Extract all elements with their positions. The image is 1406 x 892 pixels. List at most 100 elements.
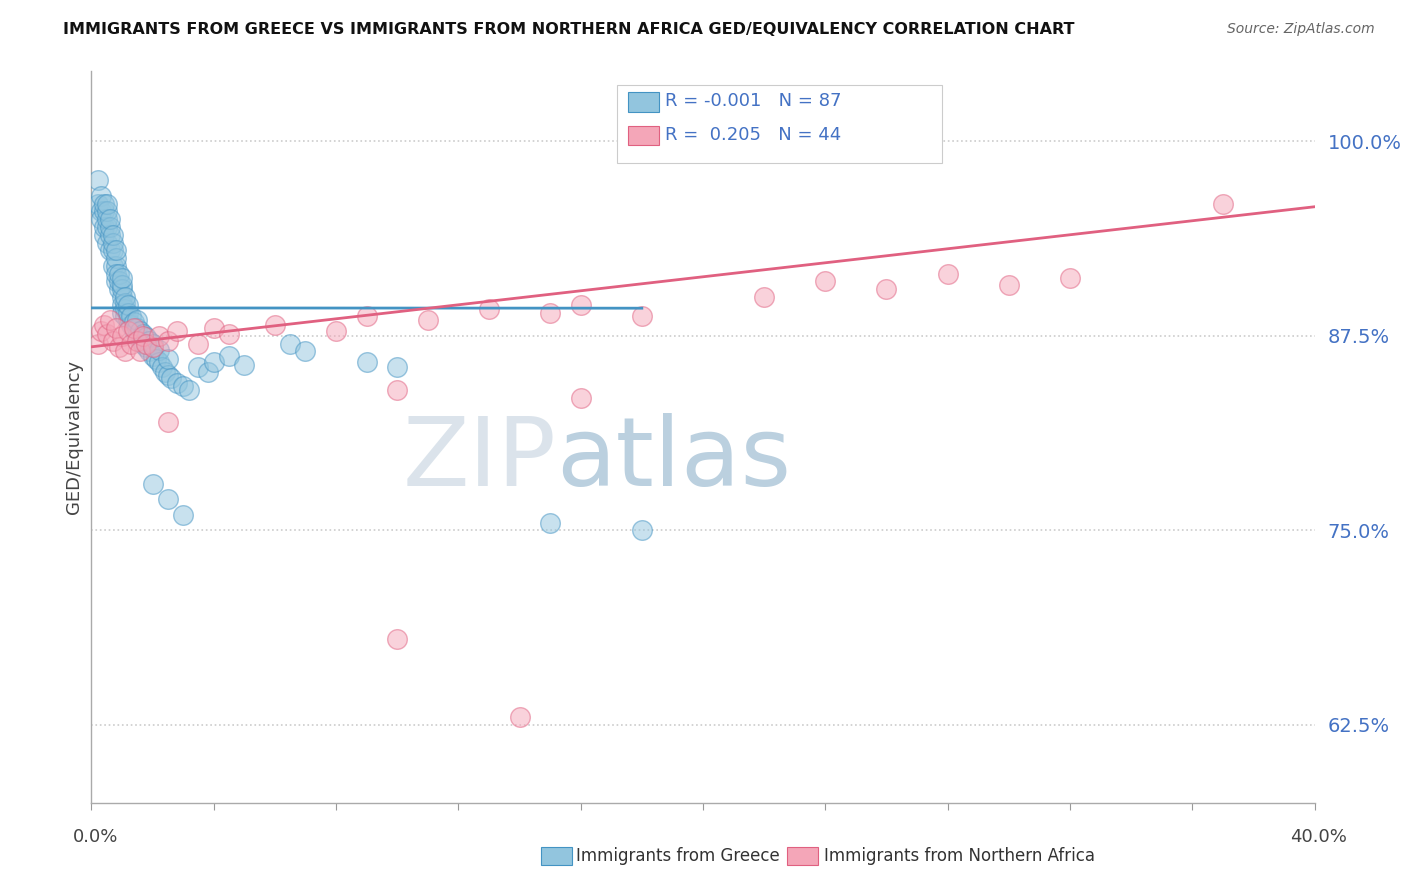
Point bbox=[150, 359, 173, 374]
Point bbox=[356, 309, 378, 323]
Point bbox=[814, 275, 837, 289]
Point bbox=[114, 344, 136, 359]
Point bbox=[187, 336, 209, 351]
Point bbox=[218, 349, 240, 363]
Point bbox=[148, 343, 170, 357]
Point bbox=[90, 212, 112, 227]
Point bbox=[156, 334, 179, 348]
Point bbox=[111, 329, 134, 343]
Point bbox=[104, 275, 127, 289]
Point bbox=[101, 259, 124, 273]
Point bbox=[98, 212, 121, 227]
Point bbox=[135, 336, 157, 351]
Point bbox=[138, 344, 160, 359]
Point bbox=[96, 204, 118, 219]
Text: R = -0.001   N = 87: R = -0.001 N = 87 bbox=[665, 92, 842, 110]
Point bbox=[111, 298, 134, 312]
Point bbox=[101, 227, 124, 242]
Point bbox=[202, 321, 225, 335]
Point bbox=[160, 371, 183, 385]
Point bbox=[114, 290, 136, 304]
Point bbox=[90, 324, 112, 338]
Point bbox=[278, 336, 301, 351]
Point bbox=[127, 334, 149, 348]
Point bbox=[138, 334, 160, 348]
Point bbox=[148, 329, 170, 343]
Point bbox=[120, 318, 142, 332]
Point bbox=[114, 296, 136, 310]
Point bbox=[478, 302, 501, 317]
Point bbox=[96, 235, 118, 250]
Point bbox=[129, 324, 152, 338]
Point bbox=[385, 384, 409, 398]
Text: Source: ZipAtlas.com: Source: ZipAtlas.com bbox=[1227, 22, 1375, 37]
Point bbox=[936, 267, 959, 281]
Point bbox=[166, 324, 188, 338]
Point bbox=[132, 336, 155, 351]
Point bbox=[356, 355, 378, 369]
Point bbox=[108, 340, 131, 354]
Point bbox=[117, 313, 139, 327]
Point bbox=[111, 271, 134, 285]
Point bbox=[114, 309, 136, 323]
Point bbox=[509, 710, 531, 724]
Point bbox=[96, 196, 118, 211]
Point bbox=[187, 359, 209, 374]
Point bbox=[179, 384, 201, 398]
Text: atlas: atlas bbox=[557, 412, 792, 506]
Point bbox=[875, 282, 898, 296]
Point bbox=[104, 267, 127, 281]
Point bbox=[127, 321, 149, 335]
Point bbox=[93, 204, 115, 219]
Point bbox=[569, 391, 592, 405]
Text: 0.0%: 0.0% bbox=[73, 828, 118, 846]
Point bbox=[148, 355, 170, 369]
Point bbox=[111, 282, 134, 296]
Point bbox=[156, 492, 179, 507]
Y-axis label: GED/Equivalency: GED/Equivalency bbox=[65, 360, 83, 514]
Point bbox=[101, 244, 124, 258]
Text: ZIP: ZIP bbox=[402, 412, 557, 506]
Point bbox=[104, 321, 127, 335]
Point bbox=[108, 282, 131, 296]
Point bbox=[114, 302, 136, 317]
Point bbox=[117, 298, 139, 312]
Point bbox=[108, 267, 131, 281]
Point bbox=[90, 204, 112, 219]
Point bbox=[141, 476, 163, 491]
Point bbox=[153, 365, 176, 379]
Point bbox=[86, 196, 108, 211]
Point bbox=[385, 359, 409, 374]
Point bbox=[101, 334, 124, 348]
Point bbox=[264, 318, 287, 332]
Point bbox=[569, 298, 592, 312]
Text: IMMIGRANTS FROM GREECE VS IMMIGRANTS FROM NORTHERN AFRICA GED/EQUIVALENCY CORREL: IMMIGRANTS FROM GREECE VS IMMIGRANTS FRO… bbox=[63, 22, 1074, 37]
Text: Immigrants from Greece: Immigrants from Greece bbox=[576, 847, 780, 865]
Point bbox=[111, 305, 134, 319]
Point bbox=[202, 355, 225, 369]
Point bbox=[156, 352, 179, 367]
Point bbox=[998, 277, 1021, 292]
Point bbox=[1059, 271, 1081, 285]
Point bbox=[172, 508, 194, 522]
Point bbox=[156, 368, 179, 382]
Point bbox=[98, 244, 121, 258]
Point bbox=[104, 259, 127, 273]
Point bbox=[90, 189, 112, 203]
Point bbox=[98, 313, 121, 327]
Point bbox=[135, 330, 157, 344]
Point bbox=[111, 277, 134, 292]
Point bbox=[98, 219, 121, 234]
Point bbox=[294, 344, 316, 359]
Point bbox=[145, 352, 167, 367]
Point bbox=[101, 235, 124, 250]
Point bbox=[122, 324, 145, 338]
Text: Immigrants from Northern Africa: Immigrants from Northern Africa bbox=[824, 847, 1095, 865]
Point bbox=[108, 275, 131, 289]
Point bbox=[104, 251, 127, 265]
Point bbox=[93, 196, 115, 211]
Point bbox=[1212, 196, 1234, 211]
Point bbox=[93, 318, 115, 332]
Point bbox=[135, 340, 157, 354]
Text: 40.0%: 40.0% bbox=[1291, 828, 1347, 846]
